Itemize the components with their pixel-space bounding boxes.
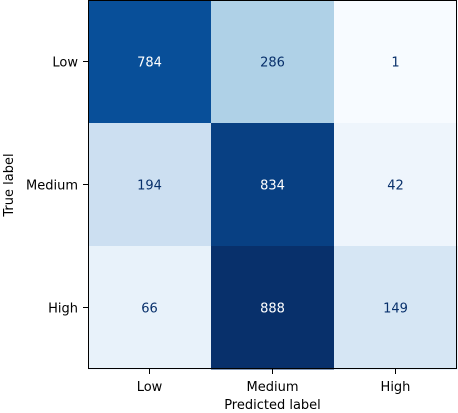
cell-value-label: 834 — [260, 179, 285, 194]
y-axis: Low Medium High — [26, 56, 88, 317]
heatmap-cell — [334, 246, 458, 370]
y-tick-label: Low — [52, 56, 78, 71]
cell-value-label: 194 — [137, 179, 162, 194]
y-tick-label: Medium — [26, 179, 78, 194]
cell-value-label: 784 — [137, 56, 162, 71]
x-axis-label: Predicted label — [224, 398, 321, 413]
cell-value-label: 1 — [391, 56, 399, 71]
y-axis-label: True label — [2, 153, 17, 217]
cell-value-label: 888 — [260, 302, 285, 317]
plot-frame — [88, 0, 457, 369]
heatmap-cell — [88, 246, 212, 370]
x-tick-label: Medium — [247, 380, 299, 395]
heatmap-cell — [211, 0, 335, 124]
y-tick-label: High — [48, 302, 78, 317]
cell-value-label: 42 — [387, 179, 404, 194]
heatmap-cell — [88, 0, 212, 124]
heatmap-cell — [88, 123, 212, 247]
heatmap-cells: 784 286 1 194 834 42 66 888 149 — [88, 0, 458, 370]
cell-value-label: 66 — [141, 302, 158, 317]
cell-value-label: 149 — [383, 302, 408, 317]
cell-value-label: 286 — [260, 56, 285, 71]
heatmap-cell — [334, 123, 458, 247]
x-tick-label: High — [381, 380, 411, 395]
heatmap-cell — [211, 246, 335, 370]
heatmap-cell — [334, 0, 458, 124]
heatmap-cell — [211, 123, 335, 247]
x-tick-label: Low — [137, 380, 163, 395]
x-axis: Low Medium High — [137, 369, 411, 395]
